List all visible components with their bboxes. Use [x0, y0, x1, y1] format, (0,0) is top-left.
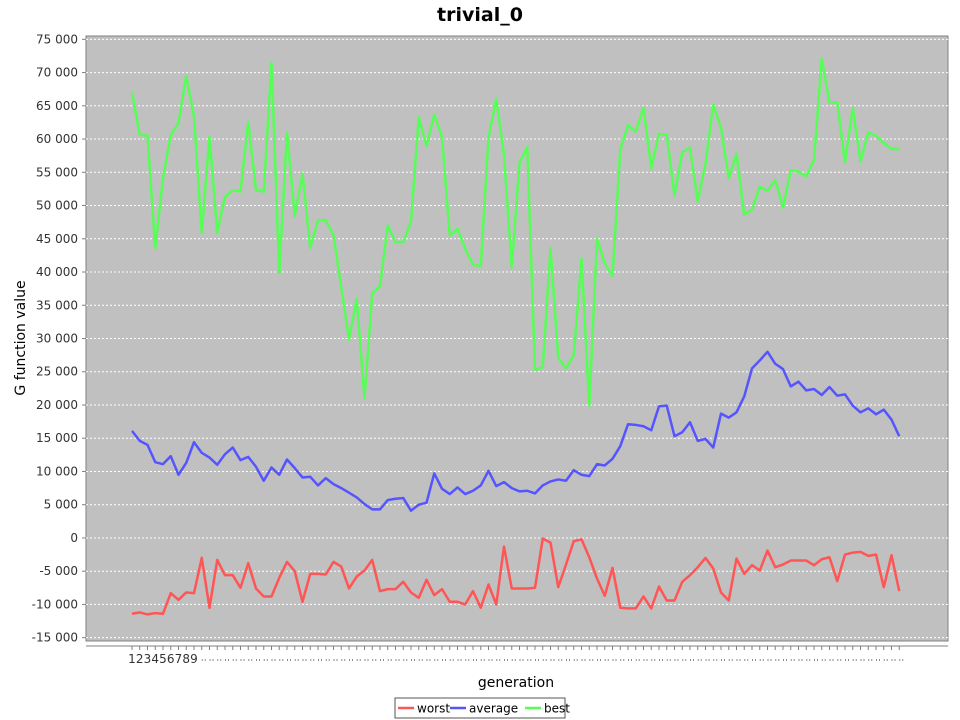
legend-label-worst: worst	[417, 702, 450, 716]
chart-title: trivial_0	[437, 4, 523, 26]
plot-area	[85, 35, 949, 642]
x-tick-label: 3	[144, 652, 152, 666]
legend-label-best: best	[544, 702, 570, 716]
x-tick-label: 4	[151, 652, 159, 666]
y-tick-label: 10 000	[36, 464, 78, 478]
y-tick-label: 75 000	[36, 32, 78, 46]
y-tick-label: -15 000	[32, 631, 78, 645]
y-tick-label: 5 000	[44, 498, 78, 512]
y-tick-label: 15 000	[36, 431, 78, 445]
x-tick-label: 9	[190, 652, 198, 666]
y-tick-label: -10 000	[32, 597, 78, 611]
y-tick-label: 50 000	[36, 199, 78, 213]
y-tick-label: 60 000	[36, 132, 78, 146]
y-tick-label: 70 000	[36, 66, 78, 80]
y-tick-label: -5 000	[39, 564, 78, 578]
x-tick-label: 6	[167, 652, 175, 666]
y-tick-label: 0	[70, 531, 78, 545]
y-tick-label: 65 000	[36, 99, 78, 113]
series-lines	[130, 57, 901, 616]
legend: worst average best	[394, 697, 570, 719]
x-tick-label: 8	[182, 652, 190, 666]
legend-label-average: average	[469, 702, 518, 716]
y-tick-label: 45 000	[36, 232, 78, 246]
y-tick-label: 40 000	[36, 265, 78, 279]
y-tick-label: 35 000	[36, 298, 78, 312]
series-line-worst	[131, 537, 901, 616]
legend-box	[394, 697, 566, 719]
series-line-average	[131, 350, 901, 512]
x-tick-label: 2	[136, 652, 144, 666]
x-tick-label: 1	[128, 652, 136, 666]
x-tick-label: 5	[159, 652, 167, 666]
series-line-best	[130, 57, 900, 407]
y-axis: -15 000 -10 000 -5 000 0 5 000 10 000 15 000 20…	[32, 32, 86, 645]
y-tick-label: 55 000	[36, 165, 78, 179]
y-tick-label: 25 000	[36, 365, 78, 379]
x-axis-label: generation	[478, 675, 554, 691]
y-tick-label: 30 000	[36, 332, 78, 346]
y-axis-label: G function value	[13, 280, 29, 395]
y-tick-label: 20 000	[36, 398, 78, 412]
x-tick-label: 7	[175, 652, 183, 666]
plot-background	[85, 35, 949, 642]
